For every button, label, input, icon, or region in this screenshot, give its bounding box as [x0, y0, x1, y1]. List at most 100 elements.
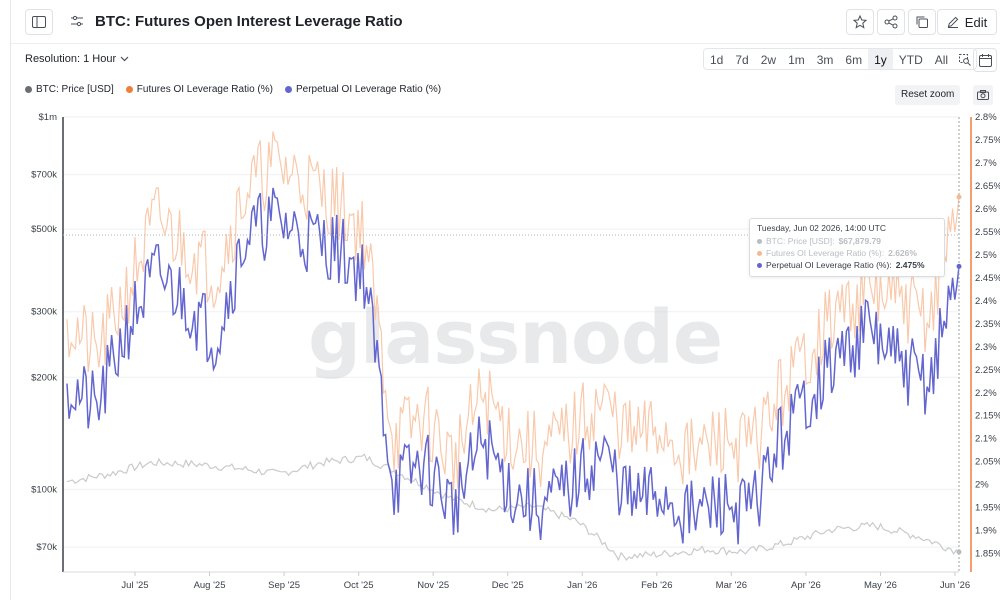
- range-ytd[interactable]: YTD: [898, 53, 923, 67]
- reset-zoom-button[interactable]: Reset zoom: [895, 85, 961, 105]
- x-tick-label: Dec '25: [492, 580, 524, 591]
- chart-canvas[interactable]: $1m $700k $500k $300k $200k $100k $70k 2.8% 2.75…: [11, 105, 1000, 600]
- crosshair-point-futures: [956, 194, 962, 200]
- x-tick-label: Oct '25: [344, 580, 374, 591]
- y-right-tick-label: 2.3%: [975, 342, 997, 353]
- y-right-tick-label: 2.35%: [975, 319, 1000, 330]
- sidebar-toggle-button[interactable]: [25, 9, 53, 35]
- crosshair-point-perpetual: [956, 263, 962, 269]
- favorite-button[interactable]: [846, 9, 874, 35]
- pencil-icon: [947, 16, 959, 28]
- y-right-tick-label: 2.1%: [975, 434, 997, 445]
- y-left-tick-label: $70k: [36, 542, 57, 553]
- share-icon: [884, 15, 898, 29]
- tooltip-row-perpetual: Perpetual OI Leverage Ratio (%): 2.475%: [757, 259, 937, 271]
- y-left-tick-label: $700k: [31, 170, 57, 181]
- tooltip-dot: [757, 238, 762, 244]
- legend-dot: [284, 86, 292, 93]
- x-tick-label: Feb '26: [641, 580, 672, 591]
- range-1m[interactable]: 1m: [788, 53, 805, 67]
- zoom-area-icon: [959, 54, 971, 66]
- settings-sliders-icon[interactable]: [69, 13, 85, 29]
- share-button[interactable]: [877, 9, 905, 35]
- resolution-select[interactable]: Resolution: 1 Hour: [25, 53, 129, 65]
- range-6m[interactable]: 6m: [845, 53, 863, 67]
- y-right-tick-label: 2%: [975, 480, 989, 491]
- tooltip-value: $67,879.79: [838, 236, 882, 246]
- series-line-perpetual: [66, 187, 960, 545]
- x-tick-label: Mar '26: [716, 580, 747, 591]
- series-line-price: [66, 453, 960, 562]
- y-right-tick-label: 2.5%: [975, 250, 997, 261]
- x-tick-label: Jan '26: [567, 580, 597, 591]
- tooltip-label: BTC: Price [USD]:: [766, 236, 835, 246]
- legend-label: Futures OI Leverage Ratio (%): [136, 84, 273, 95]
- y-right-tick-label: 1.9%: [975, 526, 997, 537]
- range-1y[interactable]: 1y: [868, 49, 893, 69]
- edit-button[interactable]: Edit: [937, 9, 997, 35]
- tooltip-value: 2.475%: [895, 260, 925, 270]
- star-icon: [853, 15, 867, 29]
- y-right-tick-label: 2.15%: [975, 411, 1000, 422]
- y-left-tick-label: $500k: [31, 224, 57, 235]
- y-right-tick-label: 2.4%: [975, 296, 997, 307]
- x-tick-label: Nov '25: [417, 580, 449, 591]
- range-7d[interactable]: 7d: [735, 53, 749, 67]
- x-tick-label: Apr '26: [791, 580, 821, 591]
- y-right-tick-label: 2.7%: [975, 158, 997, 169]
- y-right-tick-label: 1.95%: [975, 503, 1000, 514]
- y-right-tick-label: 2.55%: [975, 227, 1000, 238]
- x-tick-label: Jun '26: [940, 580, 970, 591]
- tooltip-dot: [757, 250, 762, 256]
- screenshot-button[interactable]: [973, 85, 993, 105]
- y-left-tick-label: $300k: [31, 307, 57, 318]
- y-left-tick-label: $1m: [39, 112, 58, 123]
- sidebar-toggle-icon: [32, 16, 46, 28]
- y-right-tick-label: 2.2%: [975, 388, 997, 399]
- y-right-tick-label: 2.05%: [975, 457, 1000, 468]
- resolution-label: Resolution: 1 Hour: [25, 53, 117, 65]
- y-right-tick-label: 2.8%: [975, 112, 997, 123]
- range-1d[interactable]: 1d: [710, 53, 724, 67]
- legend-label: Perpetual OI Leverage Ratio (%): [295, 84, 442, 95]
- x-tick-label: Sep '25: [268, 580, 300, 591]
- zoom-select-button[interactable]: [954, 49, 976, 69]
- calendar-icon: [978, 53, 992, 67]
- series-line-futures: [66, 131, 960, 491]
- tooltip-label: Futures OI Leverage Ratio (%):: [766, 248, 885, 258]
- camera-icon: [977, 90, 989, 100]
- legend-item-perpetual[interactable]: Perpetual OI Leverage Ratio (%): [284, 84, 442, 95]
- legend-dot: [125, 86, 133, 93]
- y-right-tick-label: 2.25%: [975, 365, 1000, 376]
- watermark-text: glassnode: [308, 295, 722, 381]
- legend-dot: [25, 86, 32, 93]
- tooltip-row-price: BTC: Price [USD]: $67,879.79: [757, 235, 937, 247]
- y-right-tick-label: 2.45%: [975, 273, 1000, 284]
- legend-item-price[interactable]: BTC: Price [USD]: [25, 84, 114, 95]
- tooltip-row-futures: Futures OI Leverage Ratio (%): 2.626%: [757, 247, 937, 259]
- legend-item-futures[interactable]: Futures OI Leverage Ratio (%): [125, 84, 273, 95]
- tooltip-label: Perpetual OI Leverage Ratio (%):: [766, 260, 892, 270]
- range-3m[interactable]: 3m: [816, 53, 834, 67]
- tooltip-value: 2.626%: [888, 248, 917, 258]
- y-right-tick-label: 1.85%: [975, 549, 1000, 560]
- chart-tooltip: Tuesday, Jun 02 2026, 14:00 UTC BTC: Pri…: [749, 218, 945, 277]
- range-all[interactable]: All: [934, 53, 949, 67]
- range-selector: 1d 7d 2w 1m 3m 6m 1y YTD All: [703, 48, 978, 70]
- tooltip-dot: [757, 262, 762, 268]
- chevron-down-icon: [120, 56, 129, 62]
- y-right-tick-label: 2.6%: [975, 204, 997, 215]
- legend-label: BTC: Price [USD]: [36, 84, 114, 95]
- page-title: BTC: Futures Open Interest Leverage Rati…: [95, 13, 403, 30]
- edit-label: Edit: [964, 14, 988, 30]
- calendar-button[interactable]: [973, 48, 997, 72]
- range-2w[interactable]: 2w: [760, 53, 777, 67]
- y-left-tick-label: $200k: [31, 372, 57, 383]
- tooltip-date: Tuesday, Jun 02 2026, 14:00 UTC: [757, 223, 886, 233]
- chart-legend: BTC: Price [USD] Futures OI Leverage Rat…: [25, 84, 441, 95]
- y-right-tick-label: 2.75%: [975, 135, 1000, 146]
- copy-icon: [916, 16, 928, 28]
- copy-button[interactable]: [908, 9, 936, 35]
- x-tick-label: Aug '25: [194, 580, 226, 591]
- crosshair-point-price: [956, 549, 962, 555]
